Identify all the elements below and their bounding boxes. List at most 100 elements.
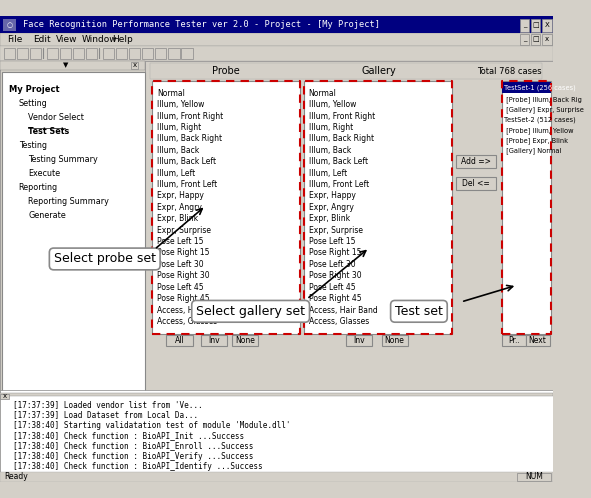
Text: Edit: Edit: [33, 35, 50, 44]
Bar: [0, 61, 145, 70]
Text: Pr..: Pr..: [508, 336, 520, 345]
Text: Illum, Back: Illum, Back: [157, 146, 199, 155]
Text: Illum, Left: Illum, Left: [309, 169, 347, 178]
Bar: [502, 82, 551, 94]
Text: Pose Left 45: Pose Left 45: [309, 283, 355, 292]
Text: Ready: Ready: [5, 472, 28, 482]
Bar: [0, 62, 553, 393]
Text: □: □: [532, 22, 539, 28]
Bar: [167, 335, 193, 346]
Text: ○: ○: [7, 22, 12, 28]
Text: None: None: [235, 336, 255, 345]
Text: [17:37:39] Load Dataset from Local Da...: [17:37:39] Load Dataset from Local Da...: [13, 410, 198, 419]
Text: Pose Right 30: Pose Right 30: [157, 271, 210, 280]
Text: x: x: [132, 62, 137, 68]
Bar: [232, 335, 258, 346]
Text: ▼: ▼: [63, 62, 68, 68]
Bar: [30, 48, 41, 59]
Text: Pose Left 45: Pose Left 45: [157, 283, 204, 292]
Text: Illum, Back Right: Illum, Back Right: [309, 134, 374, 143]
Text: [Probe] Illum, Back Rig: [Probe] Illum, Back Rig: [504, 96, 582, 103]
Text: [17:38:40] Check function : BioAPI_Verify ...Success: [17:38:40] Check function : BioAPI_Verif…: [13, 452, 254, 461]
Bar: [0, 393, 553, 396]
Text: Inv: Inv: [353, 336, 365, 345]
Bar: [502, 81, 551, 334]
Bar: [0, 390, 553, 472]
Text: Test Sets: Test Sets: [28, 127, 69, 136]
Text: [Gallery] Normal: [Gallery] Normal: [504, 148, 561, 154]
Text: [Probe] Expr, Blink: [Probe] Expr, Blink: [504, 137, 568, 144]
Bar: [60, 48, 71, 59]
Text: Next: Next: [529, 336, 547, 345]
Text: Pose Right 15: Pose Right 15: [157, 249, 210, 257]
Bar: [3, 18, 16, 31]
Text: Illum, Right: Illum, Right: [157, 123, 202, 132]
Bar: [142, 48, 153, 59]
Text: Help: Help: [112, 35, 133, 44]
Text: [17:38:40] Starting validatation test of module 'Module.dll': [17:38:40] Starting validatation test of…: [13, 421, 291, 430]
Text: _: _: [523, 22, 527, 28]
Text: x: x: [545, 36, 549, 42]
Bar: [456, 155, 496, 168]
Text: Reporting Summary: Reporting Summary: [28, 197, 109, 206]
Text: [Gallery] Expr, Surprise: [Gallery] Expr, Surprise: [504, 107, 584, 113]
Text: Select probe set: Select probe set: [54, 252, 156, 265]
Bar: [129, 48, 140, 59]
Bar: [520, 33, 530, 45]
Text: All: All: [175, 336, 184, 345]
Text: Normal: Normal: [309, 89, 336, 98]
Text: Expr, Blink: Expr, Blink: [309, 214, 350, 223]
Bar: [520, 18, 530, 32]
Bar: [531, 18, 541, 32]
Bar: [4, 48, 15, 59]
Text: X: X: [545, 22, 550, 28]
Text: Illum, Front Left: Illum, Front Left: [309, 180, 369, 189]
Text: TestSet-2 (512 cases): TestSet-2 (512 cases): [504, 117, 576, 124]
Text: Access, Glasses: Access, Glasses: [309, 317, 369, 326]
Text: Pose Left 30: Pose Left 30: [309, 260, 355, 269]
Text: Generate: Generate: [28, 211, 66, 220]
Text: Illum, Back Left: Illum, Back Left: [309, 157, 368, 166]
Text: Access, Glasses: Access, Glasses: [157, 317, 217, 326]
Text: Setting: Setting: [19, 99, 47, 108]
Text: Illum, Yellow: Illum, Yellow: [157, 100, 204, 109]
Bar: [116, 48, 127, 59]
Text: Illum, Back Left: Illum, Back Left: [157, 157, 216, 166]
Text: Test set: Test set: [395, 305, 443, 318]
Bar: [543, 33, 552, 45]
Text: Total 768 cases: Total 768 cases: [478, 67, 542, 76]
Bar: [456, 177, 496, 190]
Bar: [131, 62, 138, 69]
Text: Access, Hair Band: Access, Hair Band: [157, 306, 226, 315]
Text: Illum, Front Left: Illum, Front Left: [157, 180, 217, 189]
Text: Illum, Front Right: Illum, Front Right: [157, 112, 223, 121]
Bar: [0, 46, 553, 61]
Text: Pose Left 15: Pose Left 15: [309, 237, 355, 246]
Text: □: □: [532, 36, 539, 42]
Bar: [0, 62, 145, 393]
Bar: [103, 48, 114, 59]
Text: Reporting: Reporting: [19, 183, 58, 192]
Text: Del <=: Del <=: [462, 179, 490, 188]
Text: Window: Window: [82, 35, 117, 44]
Bar: [47, 48, 58, 59]
Bar: [2, 72, 145, 391]
Text: Inv: Inv: [208, 336, 220, 345]
Bar: [155, 48, 167, 59]
Text: My Project: My Project: [9, 85, 60, 94]
Text: Execute: Execute: [28, 169, 60, 178]
Bar: [517, 473, 551, 481]
Text: [17:38:40] Check function : BioAPI_Identify ...Success: [17:38:40] Check function : BioAPI_Ident…: [13, 462, 263, 471]
Bar: [150, 63, 543, 79]
Text: Testing Summary: Testing Summary: [28, 155, 98, 164]
Text: Expr, Surprise: Expr, Surprise: [309, 226, 363, 235]
Text: Select gallery set: Select gallery set: [196, 305, 305, 318]
Bar: [0, 33, 553, 46]
Bar: [0, 393, 9, 399]
Text: Pose Right 45: Pose Right 45: [309, 294, 361, 303]
Text: [17:37:39] Loaded vendor list from 'Ve...: [17:37:39] Loaded vendor list from 'Ve..…: [13, 400, 203, 409]
Bar: [502, 335, 527, 346]
Text: Access, Hair Band: Access, Hair Band: [309, 306, 377, 315]
Bar: [543, 18, 552, 32]
Bar: [531, 33, 541, 45]
